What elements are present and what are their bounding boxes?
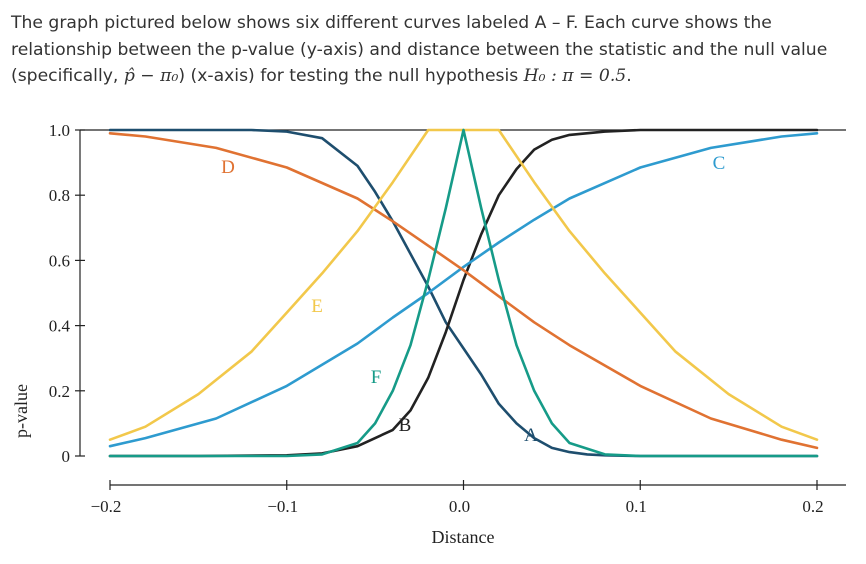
curve-label-a: A — [524, 425, 538, 446]
curve-label-f: F — [371, 367, 382, 388]
null-hypothesis-expression: H₀ : π = 0.5 — [523, 66, 627, 86]
curve-label-d: D — [221, 157, 235, 178]
intro-text-after: . — [626, 66, 632, 86]
x-axis-title: Distance — [432, 527, 495, 547]
y-tick-label: 1.0 — [49, 121, 70, 140]
intro-text-before: The graph pictured below shows six diffe… — [11, 13, 828, 86]
series-line-c — [108, 132, 819, 448]
curve-label-b: B — [399, 415, 412, 436]
series-line-f — [108, 128, 819, 458]
diff-expression: p̂ − π₀ — [123, 66, 179, 86]
y-tick-label: 0.4 — [49, 317, 71, 336]
series-line-d — [108, 132, 819, 450]
y-tick-label: 0.8 — [49, 186, 70, 205]
x-tick-label: −0.1 — [267, 497, 298, 516]
chart-figure: 0 0.2 0.4 0.6 0.8 1.0 −0.2 −0.1 0.0 0.1 0.2 A B C D E F… — [0, 119, 866, 560]
curve-label-e: E — [311, 296, 323, 317]
curve-label-c: C — [713, 153, 726, 174]
x-tick-label: −0.2 — [91, 497, 122, 516]
pvalue-chart: 0 0.2 0.4 0.6 0.8 1.0 −0.2 −0.1 0.0 0.1 0.2 A B C D E F… — [0, 119, 866, 560]
y-tick-label: 0 — [62, 447, 71, 466]
y-tick-label: 0.2 — [49, 382, 70, 401]
x-tick-label: 0.2 — [802, 497, 823, 516]
x-tick-label: 0.0 — [449, 497, 470, 516]
y-tick-label: 0.6 — [49, 251, 70, 270]
y-axis-title: p-value — [11, 384, 31, 438]
intro-text-middle: ) (x-axis) for testing the null hypothes… — [178, 66, 524, 86]
question-intro: The graph pictured below shows six diffe… — [11, 10, 857, 90]
x-tick-label: 0.1 — [626, 497, 647, 516]
